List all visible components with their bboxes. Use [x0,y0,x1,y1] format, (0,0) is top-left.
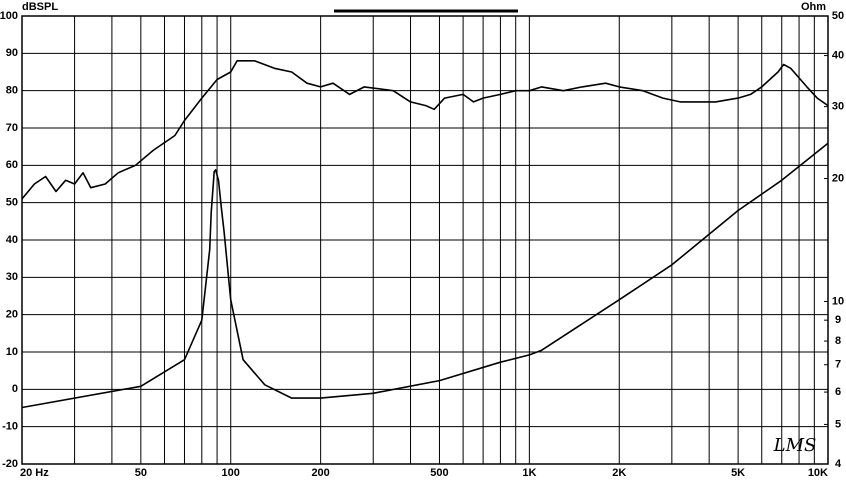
y-tick-label: 0 [12,383,18,395]
y-tick-label: 80 [6,85,18,97]
x-tick-label: 1K [522,467,536,479]
series-line [21,60,829,200]
series-line [21,142,829,409]
y2-tick-label: 6 [835,386,841,398]
y-tick-label: -20 [2,458,18,470]
x-tick-label: 5K [731,467,745,479]
y2-tick-label: 40 [832,49,844,61]
y2-tick-label: 8 [835,335,841,347]
x-tick-label: 2K [612,467,626,479]
x-tick-label: 100 [222,467,240,479]
y-tick-label: 60 [6,159,18,171]
y2-tick-label: 50 [832,10,844,22]
y-tick-label: 40 [6,234,18,246]
y-tick-label: 90 [6,47,18,59]
plot-frame [21,15,829,465]
x-tick-label: 200 [311,467,329,479]
y-tick-label: 10 [6,346,18,358]
y2-tick-label: 20 [832,172,844,184]
y2-tick-label: 4 [835,458,842,470]
y-axis-label: dBSPL [22,1,58,13]
x-tick-label: 20 Hz [20,467,49,479]
y-tick-label: 70 [6,122,18,134]
y-tick-label: 100 [0,10,18,22]
y-tick-label: 50 [6,197,18,209]
x-tick-label: 10K [808,467,828,479]
y2-tick-label: 7 [835,359,841,371]
y-tick-label: 30 [6,271,18,283]
y2-tick-label: 5 [835,418,841,430]
logo: LMS [773,435,817,456]
y2-tick-label: 9 [835,314,841,326]
y2-tick-label: 30 [832,101,844,113]
title-block [334,0,518,12]
y2-axis-label: Ohm [801,1,826,13]
y-tick-label: 20 [6,309,18,321]
x-tick-label: 50 [135,467,147,479]
y2-tick-label: 10 [832,295,844,307]
y-tick-label: -10 [2,421,18,433]
x-tick-label: 500 [430,467,448,479]
